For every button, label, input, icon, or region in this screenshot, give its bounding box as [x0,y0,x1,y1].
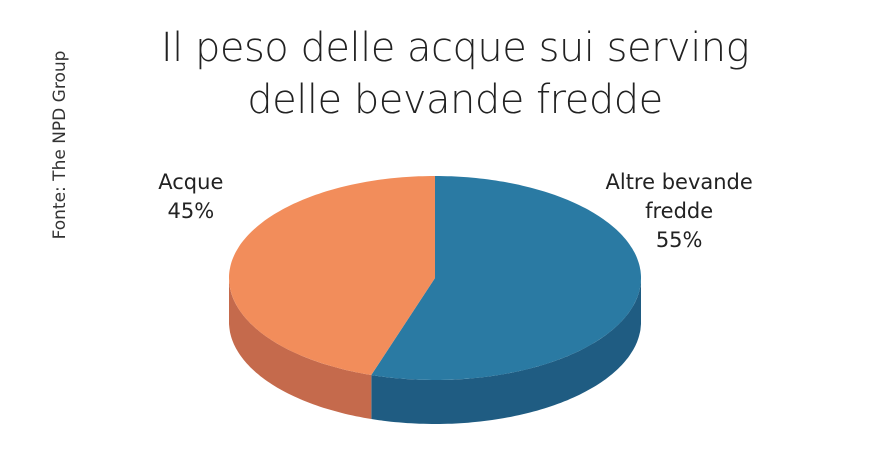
pie-slice-side [229,278,372,419]
slice-label: Altre bevande fredde [605,170,753,223]
slice-label: Acque [158,170,224,194]
chart-title: Il peso delle acque sui serving delle be… [160,25,750,123]
slice-value-label: 55% [655,228,703,252]
source-note: Fonte: The NPD Group [50,50,70,240]
pie-slice-side [371,278,641,424]
slice-value-label: 45% [167,199,215,223]
pie-slice [371,176,641,380]
pie-slice [229,176,435,375]
